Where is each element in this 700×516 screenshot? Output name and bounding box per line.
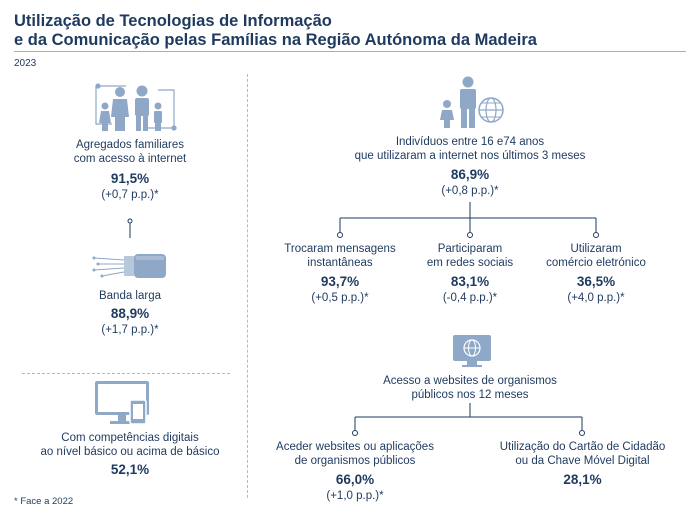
individuals-main-label-1: Indivíduos entre 16 e74 anos (395, 136, 545, 148)
ecommerce-label-1: Utilizaram (570, 243, 622, 255)
access-websites-change: (+1,0 p.p.)* (326, 490, 384, 502)
individuals-main-block: Indivíduos entre 16 e74 anos que utiliza… (330, 135, 610, 200)
social-change: (-0,4 p.p.)* (442, 292, 498, 304)
monitor-phone-icon (95, 381, 149, 425)
households-internet-label-1: Agregados familiares (75, 139, 185, 151)
access-websites-block: Aceder websites ou aplicações de organis… (255, 440, 455, 505)
broadband-label: Banda larga (98, 290, 162, 302)
title-line-1: Utilização de Tecnologias de Informação (14, 12, 332, 30)
citizen-card-value: 28,1% (563, 472, 602, 487)
individuals-main-value: 86,9% (450, 167, 490, 182)
citizen-card-block: Utilização do Cartão de Cidadão ou da Ch… (480, 440, 685, 488)
citizen-card-label-1: Utilização do Cartão de Cidadão (499, 441, 666, 453)
households-internet-label-2: com acesso à internet (73, 153, 187, 165)
messages-value: 93,7% (320, 274, 360, 289)
households-internet-value: 91,5% (110, 171, 150, 186)
year-label: 2023 (14, 58, 37, 69)
footnote: * Face a 2022 (14, 496, 74, 507)
left-section-divider (22, 373, 230, 374)
messages-label-1: Trocaram mensagens (284, 243, 396, 255)
social-label-2: em redes sociais (426, 257, 514, 269)
ecommerce-label-2: comércio eletrónico (546, 257, 646, 269)
individuals-main-change: (+0,8 p.p.)* (441, 185, 499, 197)
digital-skills-label-2: ao nível básico ou acima de básico (40, 446, 220, 458)
family-network-icon (95, 83, 177, 131)
messages-block: Trocaram mensagens instantâneas 93,7% (+… (265, 242, 415, 307)
broadband-change: (+1,7 p.p.)* (101, 324, 159, 336)
activities-tree-connector (337, 202, 599, 238)
social-value: 83,1% (450, 274, 490, 289)
page-title: Utilização de Tecnologias de Informação … (14, 12, 694, 50)
messages-label-2: instantâneas (307, 257, 373, 269)
social-block: Participaram em redes sociais 83,1% (-0,… (400, 242, 540, 307)
digital-skills-label-1: Com competências digitais (61, 432, 199, 444)
messages-change: (+0,5 p.p.)* (311, 292, 369, 304)
broadband-value: 88,9% (110, 306, 150, 321)
public-websites-label-1: Acesso a websites de organismos (383, 375, 557, 387)
access-websites-value: 66,0% (335, 472, 375, 487)
individuals-main-label-2: que utilizaram a internet nos últimos 3 … (354, 150, 586, 162)
connector-internet-broadband (127, 218, 133, 238)
column-divider (247, 74, 248, 498)
social-label-1: Participaram (437, 243, 503, 255)
households-internet-block: Agregados familiares com acesso à intern… (25, 138, 235, 204)
digital-skills-block: Com competências digitais ao nível básic… (25, 431, 235, 478)
broadband-block: Banda larga 88,9% (+1,7 p.p.)* (25, 289, 235, 339)
access-websites-label-1: Aceder websites ou aplicações (276, 441, 434, 453)
public-websites-label-2: públicos nos 12 meses (411, 389, 529, 401)
digital-skills-value: 52,1% (110, 462, 150, 477)
ecommerce-block: Utilizaram comércio eletrónico 36,5% (+4… (526, 242, 666, 307)
browser-globe-icon (453, 335, 491, 367)
public-websites-block: Acesso a websites de organismos públicos… (330, 374, 610, 402)
people-globe-icon (440, 76, 504, 128)
ecommerce-change: (+4,0 p.p.)* (567, 292, 625, 304)
websites-tree-connector (352, 403, 585, 436)
ecommerce-value: 36,5% (576, 274, 616, 289)
fiber-cable-icon (92, 254, 166, 278)
title-rule (14, 51, 686, 52)
access-websites-label-2: de organismos públicos (294, 455, 416, 467)
households-internet-change: (+0,7 p.p.)* (101, 189, 159, 201)
title-line-2: e da Comunicação pelas Famílias na Regiã… (14, 31, 537, 49)
citizen-card-label-2: ou da Chave Móvel Digital (515, 455, 650, 467)
